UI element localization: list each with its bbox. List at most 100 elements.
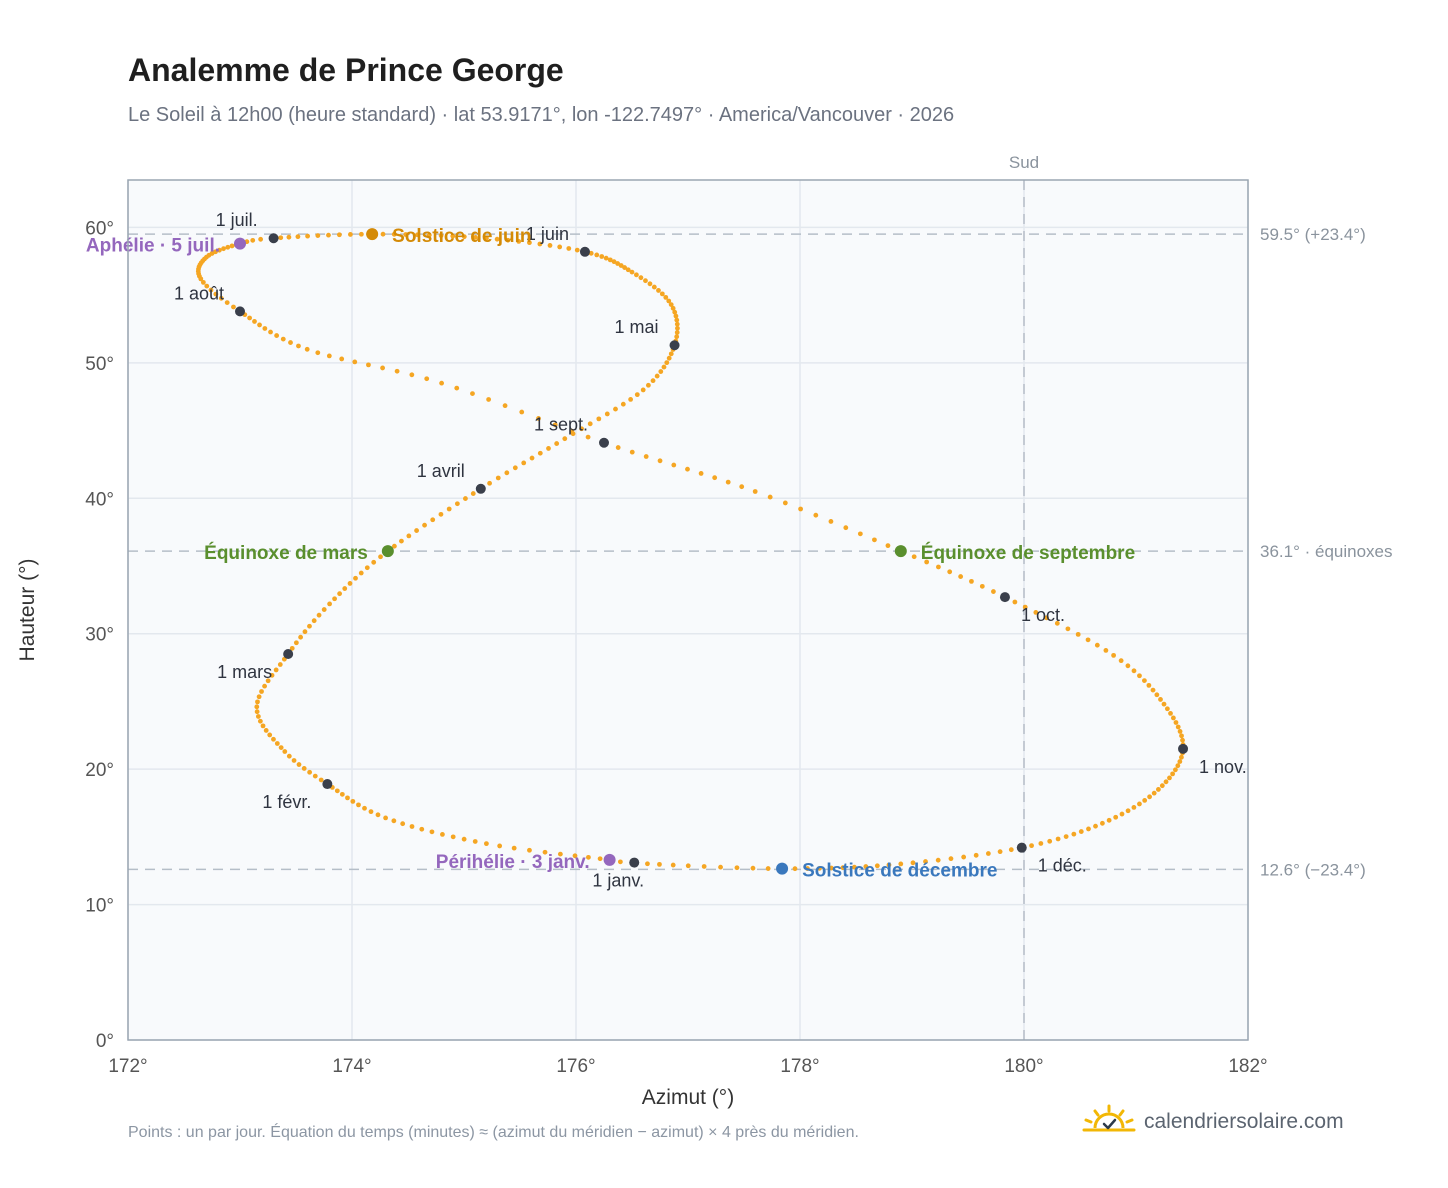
month-marker-label: 1 janv. bbox=[592, 871, 644, 891]
daily-dot bbox=[1179, 733, 1184, 739]
brand-name[interactable]: calendriersolaire.com bbox=[1144, 1109, 1344, 1133]
daily-dot bbox=[1156, 787, 1161, 792]
daily-dot bbox=[673, 313, 679, 319]
month-marker-dot bbox=[322, 779, 333, 790]
daily-dot bbox=[1170, 715, 1176, 721]
daily-dot bbox=[257, 718, 263, 724]
month-marker-dot bbox=[283, 649, 294, 660]
month-marker-dot bbox=[599, 437, 609, 448]
daily-dot bbox=[224, 300, 230, 306]
daily-dot bbox=[1146, 682, 1152, 688]
daily-dot bbox=[979, 583, 985, 589]
y-tick-label: 20° bbox=[85, 760, 114, 781]
daily-dot bbox=[288, 340, 293, 345]
daily-dot bbox=[286, 753, 292, 759]
daily-dot bbox=[250, 237, 256, 243]
month-marker-label: 1 août bbox=[174, 283, 224, 303]
daily-dot bbox=[348, 232, 353, 237]
daily-dot bbox=[698, 471, 704, 476]
daily-dot bbox=[400, 821, 406, 827]
plot-area bbox=[128, 180, 1248, 1040]
daily-dot bbox=[634, 392, 640, 398]
daily-dot bbox=[213, 291, 219, 297]
daily-dot bbox=[345, 795, 350, 801]
daily-dot bbox=[611, 259, 617, 265]
daily-dot bbox=[484, 841, 489, 847]
daily-dot bbox=[574, 247, 580, 253]
daily-dot bbox=[316, 612, 322, 618]
reference-lines: 59.5° (+23.4°) 36.1° · équinoxes 12.6° (−2… bbox=[128, 225, 1393, 879]
daily-dot bbox=[519, 409, 525, 415]
month-marker-dot bbox=[579, 246, 590, 257]
event-marker-label: Périhélie · 3 janv. bbox=[436, 852, 590, 873]
daily-dot bbox=[958, 574, 964, 579]
daily-dot bbox=[1142, 678, 1147, 683]
daily-dot bbox=[1161, 701, 1167, 707]
daily-dot bbox=[675, 325, 680, 331]
daily-dot bbox=[638, 275, 644, 281]
daily-dot bbox=[521, 460, 527, 466]
daily-dot bbox=[666, 298, 672, 304]
daily-dot bbox=[267, 732, 273, 738]
daily-dot bbox=[674, 330, 680, 335]
daily-dot bbox=[557, 244, 563, 250]
daily-dot bbox=[274, 333, 280, 338]
daily-dot bbox=[1173, 767, 1178, 773]
daily-dot bbox=[409, 824, 415, 829]
month-marker-label: 1 sept. bbox=[534, 415, 588, 435]
daily-dot bbox=[296, 343, 301, 349]
daily-dot bbox=[391, 231, 397, 237]
daily-dot bbox=[254, 709, 260, 715]
daily-dot bbox=[1038, 841, 1044, 846]
brand-logo[interactable]: calendriersolaire.com bbox=[1082, 1104, 1344, 1139]
month-marker-label: 1 mai bbox=[615, 317, 659, 337]
event-marker-label: Équinoxe de septembre bbox=[921, 542, 1135, 564]
daily-dot bbox=[454, 385, 460, 391]
daily-dot bbox=[587, 421, 593, 427]
daily-dot bbox=[1100, 820, 1105, 826]
daily-dot bbox=[225, 244, 231, 250]
daily-dot bbox=[336, 232, 342, 238]
y-tick-label: 30° bbox=[85, 625, 114, 646]
daily-dot bbox=[364, 565, 370, 571]
daily-dot bbox=[1029, 843, 1034, 849]
daily-dot bbox=[674, 334, 680, 340]
chart-subtitle: Le Soleil à 12h00 (heure standard) · lat… bbox=[128, 104, 955, 126]
daily-dot bbox=[502, 403, 508, 409]
daily-dot bbox=[547, 243, 553, 248]
daily-dot bbox=[1047, 838, 1053, 844]
daily-dot bbox=[569, 428, 575, 434]
daily-dot bbox=[843, 525, 849, 531]
daily-dot bbox=[305, 233, 310, 239]
daily-dot bbox=[391, 543, 397, 549]
daily-dot bbox=[255, 699, 260, 705]
daily-dot bbox=[204, 283, 210, 289]
daily-dot bbox=[527, 240, 532, 246]
daily-dot bbox=[291, 758, 297, 763]
daily-dot bbox=[298, 634, 304, 640]
daily-dot bbox=[739, 484, 745, 490]
daily-dot bbox=[200, 279, 206, 285]
daily-dot bbox=[484, 235, 489, 241]
month-marker-dot bbox=[1178, 743, 1189, 754]
x-tick-label: 180° bbox=[1004, 1056, 1043, 1077]
daily-dot bbox=[554, 441, 560, 446]
event-marker-dot bbox=[366, 228, 379, 241]
daily-dot bbox=[229, 243, 235, 249]
daily-dot bbox=[997, 849, 1003, 855]
daily-dot bbox=[666, 355, 672, 361]
daily-dot bbox=[302, 629, 308, 635]
daily-dot bbox=[304, 346, 310, 352]
event-marker-label: Aphélie · 5 juil. bbox=[86, 236, 220, 257]
daily-dot bbox=[486, 397, 492, 402]
daily-dot bbox=[1055, 836, 1061, 842]
reference-line-label: 12.6° (−23.4°) bbox=[1260, 860, 1366, 879]
daily-dot bbox=[566, 246, 572, 251]
daily-dot bbox=[670, 862, 676, 868]
daily-dot bbox=[828, 519, 834, 524]
daily-dot bbox=[1033, 609, 1039, 615]
daily-dot bbox=[254, 704, 260, 710]
event-marker-label: Solstice de juin bbox=[392, 226, 531, 247]
daily-dot bbox=[366, 362, 371, 368]
